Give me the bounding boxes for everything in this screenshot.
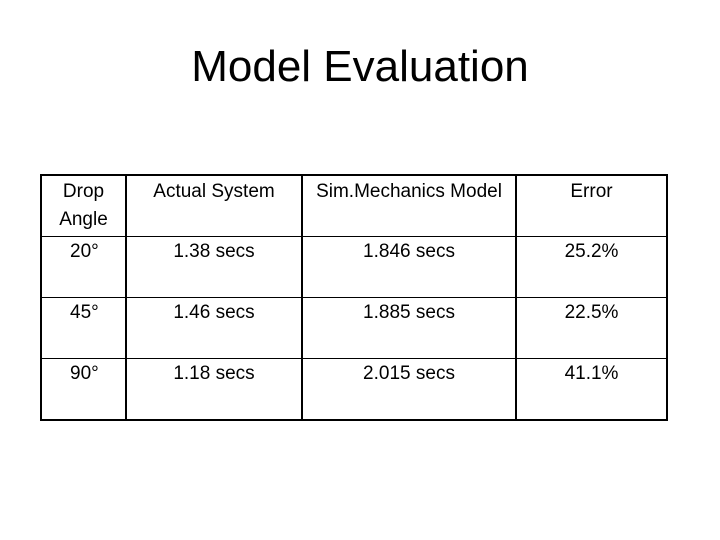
cell-actual: 1.46 secs [125, 297, 303, 359]
slide-title: Model Evaluation [191, 42, 529, 91]
cell-error: 41.1% [515, 358, 668, 421]
cell-angle: 45° [40, 297, 127, 359]
header-simmechanics-model: Sim.Mechanics Model [301, 174, 517, 237]
header-drop-angle-line1: Drop [62, 181, 105, 202]
cell-model: 2.015 secs [301, 358, 517, 421]
cell-error: 25.2% [515, 236, 668, 298]
header-drop-angle-line2: Angle [59, 209, 108, 230]
table-row: 90° 1.18 secs 2.015 secs 41.1% [40, 358, 668, 421]
cell-actual: 1.38 secs [125, 236, 303, 298]
cell-model: 1.846 secs [301, 236, 517, 298]
cell-actual: 1.18 secs [125, 358, 303, 421]
cell-model: 1.885 secs [301, 297, 517, 359]
evaluation-table: Drop Angle Actual System Sim.Mechanics M… [40, 174, 668, 421]
cell-angle: 90° [40, 358, 127, 421]
header-error: Error [515, 174, 668, 237]
table-row: 20° 1.38 secs 1.846 secs 25.2% [40, 236, 668, 298]
header-drop-angle: Drop Angle [40, 174, 127, 237]
cell-error: 22.5% [515, 297, 668, 359]
table-header-row: Drop Angle Actual System Sim.Mechanics M… [40, 174, 668, 237]
cell-angle: 20° [40, 236, 127, 298]
table-row: 45° 1.46 secs 1.885 secs 22.5% [40, 297, 668, 359]
header-actual-system: Actual System [125, 174, 303, 237]
